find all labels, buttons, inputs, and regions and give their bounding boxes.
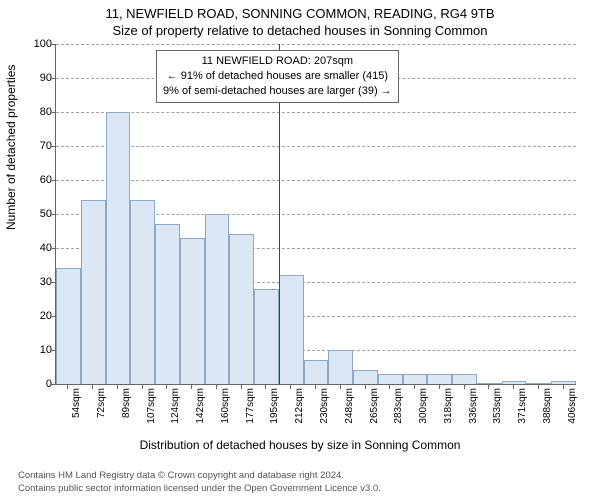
gridline (56, 112, 576, 113)
histogram-bar (304, 360, 329, 384)
x-tick-mark (67, 384, 68, 389)
annotation-box: 11 NEWFIELD ROAD: 207sqm← 91% of detache… (156, 50, 399, 103)
histogram-bar (279, 275, 304, 384)
x-tick-mark (216, 384, 217, 389)
histogram-bar (205, 214, 230, 384)
x-tick-label: 283sqm (393, 388, 404, 428)
x-tick-label: 371sqm (517, 388, 528, 428)
x-tick-mark (513, 384, 514, 389)
histogram-bar (403, 374, 428, 384)
histogram-bar (130, 200, 155, 384)
annotation-line1: 11 NEWFIELD ROAD: 207sqm (163, 54, 392, 69)
gridline (56, 180, 576, 181)
x-tick-mark (389, 384, 390, 389)
histogram-bar (427, 374, 452, 384)
x-tick-label: 142sqm (195, 388, 206, 428)
title-line1: 11, NEWFIELD ROAD, SONNING COMMON, READI… (0, 0, 600, 21)
y-tick-label: 80 (24, 106, 52, 118)
title-line2: Size of property relative to detached ho… (0, 21, 600, 38)
x-tick-label: 195sqm (269, 388, 280, 428)
histogram-bar (378, 374, 403, 384)
y-tick-label: 30 (24, 276, 52, 288)
footer-attribution: Contains HM Land Registry data © Crown c… (18, 470, 381, 496)
x-tick-label: 212sqm (294, 388, 305, 428)
histogram-bar (81, 200, 106, 384)
histogram-bar (106, 112, 131, 384)
y-tick-mark (51, 214, 56, 215)
x-tick-label: 124sqm (170, 388, 181, 428)
y-tick-label: 90 (24, 72, 52, 84)
x-tick-mark (365, 384, 366, 389)
x-tick-mark (439, 384, 440, 389)
y-tick-mark (51, 78, 56, 79)
x-tick-label: 107sqm (146, 388, 157, 428)
x-tick-label: 54sqm (71, 388, 82, 428)
gridline (56, 44, 576, 45)
y-tick-label: 10 (24, 344, 52, 356)
x-tick-label: 388sqm (542, 388, 553, 428)
histogram-bar (56, 268, 81, 384)
x-tick-label: 248sqm (344, 388, 355, 428)
x-tick-label: 318sqm (443, 388, 454, 428)
y-tick-mark (51, 146, 56, 147)
histogram-bar (155, 224, 180, 384)
y-tick-mark (51, 44, 56, 45)
gridline (56, 146, 576, 147)
x-tick-mark (241, 384, 242, 389)
annotation-line3: 9% of semi-detached houses are larger (3… (163, 84, 392, 99)
histogram-bar (353, 370, 378, 384)
x-tick-mark (464, 384, 465, 389)
y-tick-mark (51, 112, 56, 113)
y-tick-label: 20 (24, 310, 52, 322)
histogram-bar (452, 374, 477, 384)
x-axis-label: Distribution of detached houses by size … (0, 438, 600, 452)
histogram-bar (551, 381, 576, 384)
x-tick-mark (414, 384, 415, 389)
x-tick-label: 177sqm (245, 388, 256, 428)
histogram-bar (229, 234, 254, 384)
y-tick-mark (51, 180, 56, 181)
x-tick-mark (315, 384, 316, 389)
annotation-line2: ← 91% of detached houses are smaller (41… (163, 69, 392, 84)
footer-line2: Contains public sector information licen… (18, 483, 381, 496)
x-tick-label: 160sqm (220, 388, 231, 428)
histogram-bar (526, 383, 551, 384)
x-tick-label: 300sqm (418, 388, 429, 428)
x-tick-mark (265, 384, 266, 389)
x-tick-label: 406sqm (567, 388, 578, 428)
x-tick-label: 89sqm (121, 388, 132, 428)
x-tick-mark (538, 384, 539, 389)
x-tick-label: 265sqm (369, 388, 380, 428)
x-tick-label: 353sqm (492, 388, 503, 428)
plot-area: 010203040506070809010011 NEWFIELD ROAD: … (55, 44, 575, 384)
x-tick-label: 336sqm (468, 388, 479, 428)
y-tick-mark (51, 384, 56, 385)
y-tick-label: 40 (24, 242, 52, 254)
x-tick-mark (191, 384, 192, 389)
y-tick-label: 50 (24, 208, 52, 220)
y-tick-label: 0 (24, 378, 52, 390)
footer-line1: Contains HM Land Registry data © Crown c… (18, 470, 381, 483)
x-tick-mark (290, 384, 291, 389)
y-axis-label: Number of detached properties (4, 65, 18, 230)
histogram-bar (180, 238, 205, 384)
x-tick-label: 72sqm (96, 388, 107, 428)
x-tick-mark (117, 384, 118, 389)
histogram-bar (328, 350, 353, 384)
y-tick-label: 100 (24, 38, 52, 50)
y-tick-label: 70 (24, 140, 52, 152)
x-tick-mark (142, 384, 143, 389)
x-tick-mark (340, 384, 341, 389)
x-tick-mark (92, 384, 93, 389)
x-tick-mark (488, 384, 489, 389)
y-tick-mark (51, 248, 56, 249)
x-tick-label: 230sqm (319, 388, 330, 428)
y-tick-label: 60 (24, 174, 52, 186)
x-tick-mark (563, 384, 564, 389)
histogram-bar (254, 289, 279, 384)
x-tick-mark (166, 384, 167, 389)
